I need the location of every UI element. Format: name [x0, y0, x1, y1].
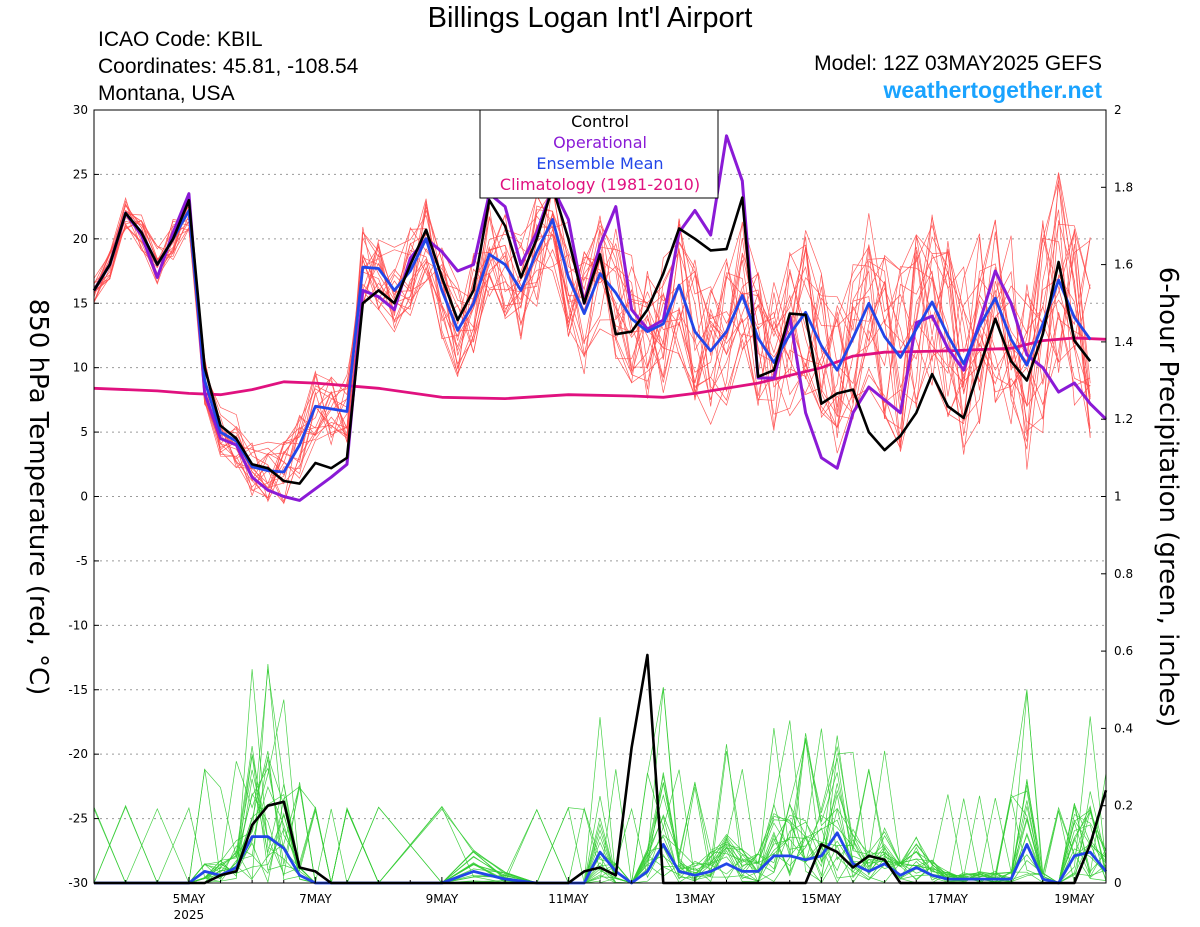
series: [92, 134, 1108, 885]
icao-code: ICAO Code: KBIL: [98, 28, 263, 51]
ensemble-mean-precip-line: [94, 831, 1108, 885]
y2-tick-label: 0.2: [1114, 799, 1133, 813]
precip-member-line: [94, 663, 1107, 884]
y-tick-label: -20: [68, 747, 88, 761]
y-tick-label: -25: [68, 812, 88, 826]
precip-member-line: [94, 735, 1107, 884]
y2-tick-label: 0.8: [1114, 567, 1133, 581]
x-tick-label: 9MAY: [426, 892, 459, 906]
y2-tick-label: 0.4: [1114, 721, 1133, 735]
y-tick-label: 10: [73, 361, 88, 375]
precip-member-line: [93, 769, 1107, 884]
temp-member-line: [93, 184, 1091, 491]
precip-member-line: [94, 754, 1107, 884]
temp-member-line: [93, 183, 1091, 470]
y-tick-label: 0: [80, 490, 88, 504]
model-run: Model: 12Z 03MAY2025 GEFS: [814, 52, 1102, 75]
control-temp-line: [92, 186, 1092, 485]
y-tick-label: -10: [68, 618, 88, 632]
temp-member-line: [93, 197, 1091, 503]
temp-member-line: [93, 205, 1091, 499]
y2-tick-label: 2: [1114, 103, 1122, 117]
temp-member-line: [93, 211, 1091, 492]
climatology-temp-line: [93, 336, 1107, 400]
y2-tick-label: 1: [1114, 490, 1122, 504]
x-tick-sublabel: 2025: [174, 908, 205, 922]
x-tick-label: 19MAY: [1054, 892, 1095, 906]
x-tick-label: 15MAY: [801, 892, 842, 906]
temp-member-line: [93, 193, 1091, 505]
x-tick-label: 7MAY: [299, 892, 332, 906]
chart-title: Billings Logan Int'l Airport: [427, 2, 753, 34]
right-axis-label: 6-hour Precipitation (green, inches): [1153, 267, 1183, 727]
x-tick-label: 13MAY: [675, 892, 716, 906]
y2-tick-label: 1.2: [1114, 412, 1133, 426]
precip-member-line: [94, 687, 1107, 884]
y-tick-label: -30: [68, 876, 88, 890]
precip-member-line: [94, 699, 1107, 884]
x-tick-label: 17MAY: [928, 892, 969, 906]
y2-tick-label: 1.4: [1114, 335, 1133, 349]
axes: 302520151050-5-10-15-20-25-3021.81.61.41…: [68, 103, 1133, 922]
coordinates: Coordinates: 45.81, -108.54: [98, 55, 359, 78]
y-tick-label: 25: [73, 167, 88, 181]
legend-ensemble-mean: Ensemble Mean: [536, 154, 663, 173]
left-axis-label: 850 hPa Temperature (red, °C): [23, 299, 53, 696]
temp-member-line: [93, 195, 1091, 498]
y2-tick-label: 1.6: [1114, 258, 1133, 272]
legend: Control Operational Ensemble Mean Climat…: [479, 109, 719, 199]
x-tick-label: 11MAY: [548, 892, 589, 906]
ensemble-mean-temp-line: [92, 209, 1092, 474]
legend-box: [479, 109, 719, 199]
control-precip-line: [94, 653, 1108, 885]
y-tick-label: -15: [68, 683, 88, 697]
operational-temp-line: [92, 134, 1108, 502]
x-tick-label: 5MAY: [173, 892, 206, 906]
region: Montana, USA: [98, 82, 235, 105]
legend-climatology: Climatology (1981-2010): [500, 175, 700, 194]
y-tick-label: -5: [76, 554, 88, 568]
temp-member-line: [93, 199, 1091, 450]
y-tick-label: 20: [73, 232, 88, 246]
legend-control: Control: [571, 112, 629, 131]
y2-tick-label: 0: [1114, 876, 1122, 890]
y2-tick-label: 0.6: [1114, 644, 1133, 658]
legend-operational: Operational: [553, 133, 647, 152]
precip-member-line: [94, 728, 1107, 884]
temp-member-line: [93, 198, 1091, 455]
y2-tick-label: 1.8: [1114, 180, 1133, 194]
y-tick-label: 15: [73, 296, 88, 310]
y-tick-label: 5: [80, 425, 88, 439]
temp-member-line: [93, 215, 1091, 488]
site-link[interactable]: weathertogether.net: [883, 77, 1102, 103]
grid: [94, 173, 1106, 820]
y-tick-label: 30: [73, 103, 88, 117]
